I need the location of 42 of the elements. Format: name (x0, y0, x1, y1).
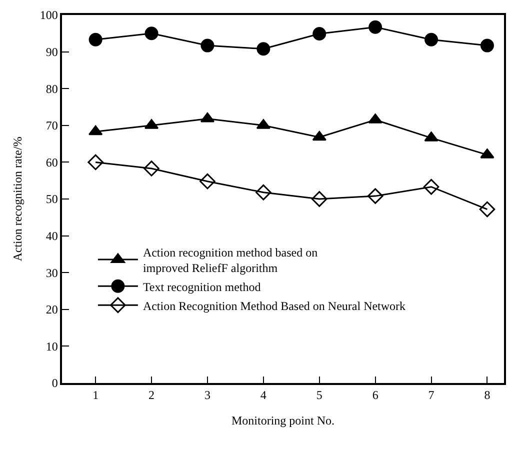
point (311, 191, 328, 207)
legend-label: Action Recognition Method Based on Neural Network (142, 298, 406, 313)
point (423, 178, 440, 195)
x-tick-label: 8 (484, 388, 490, 402)
point (424, 32, 438, 46)
y-tick-label: 50 (46, 192, 58, 206)
point (367, 188, 384, 204)
y-tick-label: 30 (46, 266, 58, 280)
y-tick-label: 100 (40, 8, 58, 22)
point (312, 130, 326, 141)
y-tick-label: 90 (46, 45, 58, 59)
x-tick-label: 3 (204, 388, 210, 402)
point (144, 160, 160, 176)
point (479, 201, 496, 218)
point (200, 38, 214, 52)
legend-label: Action recognition method based on improved ReliefF algorithm (142, 245, 318, 276)
point (256, 184, 272, 200)
x-tick-label: 4 (260, 388, 266, 402)
point (368, 20, 382, 34)
point (312, 27, 326, 41)
y-tick-label: 80 (46, 82, 58, 96)
y-tick-label: 20 (46, 302, 58, 317)
x-axis-title: Monitoring point No. (231, 414, 335, 428)
y-axis-title: Action recognition rate/% (10, 136, 25, 262)
point (480, 38, 494, 52)
point (256, 42, 270, 56)
legend-label: Text recognition method (142, 280, 261, 294)
y-tick-label: 0 (52, 376, 58, 390)
x-tick-label: 7 (428, 388, 434, 402)
point (200, 173, 216, 190)
point (88, 154, 104, 170)
x-tick-label: 6 (372, 388, 378, 402)
y-tick-label: 40 (46, 229, 58, 243)
point (88, 125, 103, 136)
y-tick-label: 10 (46, 339, 58, 354)
x-tick-label: 5 (316, 388, 322, 402)
x-tick-label: 1 (92, 388, 99, 402)
point (144, 26, 158, 40)
point (88, 32, 102, 46)
x-tick-label: 2 (148, 388, 155, 402)
y-tick-label: 60 (46, 155, 58, 170)
y-tick-label: 70 (46, 118, 58, 133)
